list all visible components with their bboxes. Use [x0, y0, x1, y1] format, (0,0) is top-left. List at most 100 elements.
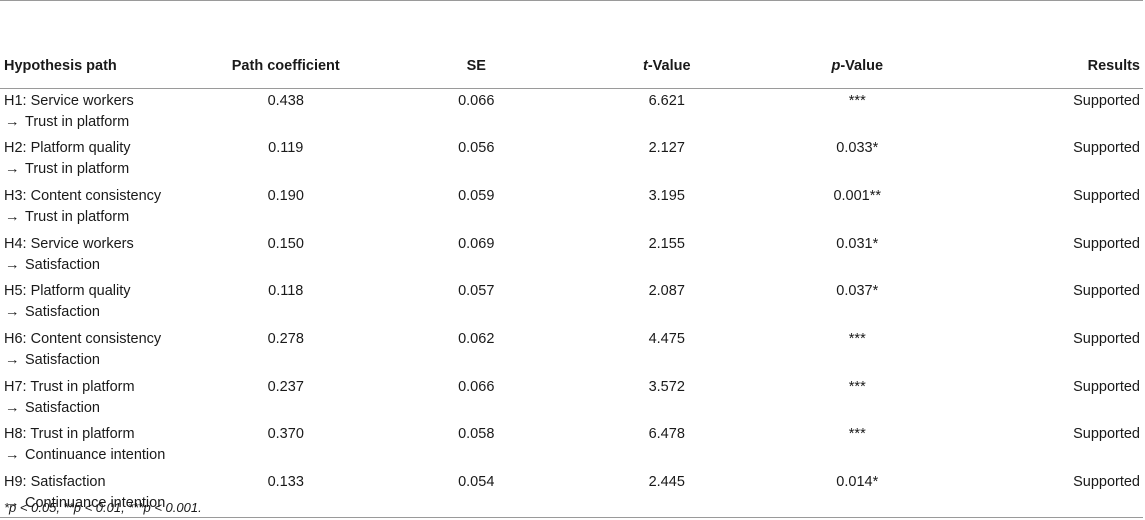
cell-result: Supported: [1073, 426, 1140, 443]
hypothesis-label: H1: Service workers: [4, 93, 134, 109]
cell-t-value: 3.572: [648, 378, 685, 395]
hypothesis-label: H8: Trust in platform: [4, 426, 135, 443]
cell-se: 0.057: [458, 283, 495, 300]
table-row: H7: Trust in platform → Satisfaction 0.237…: [0, 375, 1143, 423]
hypothesis-label: H7: Trust in platform: [4, 378, 135, 395]
arrow-icon: →: [5, 304, 20, 321]
path-target: → Trust in platform: [4, 159, 187, 180]
cell-hypothesis-path: H6: Content consistency → Satisfaction: [0, 327, 191, 375]
table-row: H9: Satisfaction → Continuance intention 0…: [0, 470, 1143, 519]
header-t-italic: t: [642, 58, 648, 75]
cell-hypothesis-path: H5: Platform quality → Satisfaction: [0, 279, 191, 327]
table-row: H6: Content consistency → Satisfaction 0.2…: [0, 327, 1143, 375]
cell-se: 0.062: [458, 330, 495, 347]
cell-t-value: 6.621: [648, 93, 685, 109]
cell-p-value: 0.037*: [836, 283, 879, 300]
hypothesis-label: H2: Platform quality: [4, 140, 131, 157]
path-target: → Trust in platform: [4, 207, 187, 228]
table-header: Hypothesis path Path coefficient SE t-Va…: [0, 0, 1143, 89]
cell-result: Supported: [1073, 187, 1140, 204]
cell-path-coefficient: 0.150: [267, 235, 304, 252]
target-label: Continuance intention: [25, 447, 166, 464]
arrow-icon: →: [5, 495, 20, 511]
target-label: Trust in platform: [25, 114, 130, 130]
path-target: → Continuance intention: [4, 493, 187, 514]
target-label: Satisfaction: [25, 351, 100, 368]
cell-p-value: 0.033*: [836, 140, 879, 157]
cell-path-coefficient: 0.119: [268, 140, 304, 157]
table-footnote: *p < 0.05, **p < 0.01, ***p < 0.001.: [4, 500, 202, 515]
cell-p-value: ***: [848, 378, 866, 395]
header-p-rest: -Value: [840, 58, 884, 75]
path-target: → Satisfaction: [4, 398, 187, 419]
cell-t-value: 2.155: [648, 235, 685, 252]
path-target: → Trust in platform: [4, 112, 187, 133]
cell-p-value: 0.014*: [762, 470, 953, 519]
path-target: → Continuance intention: [4, 445, 187, 466]
cell-hypothesis-path: H3: Content consistency → Trust in platfor…: [0, 184, 191, 232]
hypothesis-label: H9: Satisfaction: [4, 474, 106, 490]
top-rule-cell: [0, 0, 1143, 45]
table-row: H5: Platform quality → Satisfaction 0.118 …: [0, 279, 1143, 327]
table-row: H3: Content consistency → Trust in platfor…: [0, 184, 1143, 232]
cell-result: Supported: [1073, 93, 1140, 109]
cell-path-coefficient: 0.118: [268, 283, 304, 300]
cell-se: 0.066: [458, 93, 495, 109]
header-row: Hypothesis path Path coefficient SE t-Va…: [0, 44, 1143, 89]
cell-result: Supported: [1073, 378, 1140, 395]
header-results: Results: [952, 44, 1143, 89]
cell-t-value: 4.475: [648, 330, 685, 347]
header-se: SE: [381, 44, 572, 89]
cell-se: 0.058: [458, 426, 495, 443]
cell-t-value: 3.195: [648, 187, 685, 204]
cell-hypothesis-path: H4: Service workers → Satisfaction: [0, 232, 191, 280]
cell-p-value: ***: [848, 330, 866, 347]
cell-path-coefficient: 0.278: [267, 330, 304, 347]
target-label: Satisfaction: [25, 256, 100, 273]
cell-hypothesis-path: H1: Service workers → Trust in platform: [0, 89, 191, 137]
path-target: → Satisfaction: [4, 350, 187, 371]
header-hypothesis-path: Hypothesis path: [0, 44, 191, 89]
arrow-icon: →: [5, 399, 20, 416]
arrow-icon: →: [5, 351, 20, 368]
header-path-coefficient: Path coefficient: [190, 44, 381, 89]
cell-t-value: 2.127: [648, 140, 685, 157]
arrow-icon: →: [5, 256, 20, 273]
cell-se: 0.054: [381, 470, 572, 519]
header-t-rest: -Value: [647, 58, 691, 75]
cell-result: Supported: [1073, 140, 1140, 157]
header-t-value: t-Value: [571, 44, 762, 89]
cell-hypothesis-path: H7: Trust in platform → Satisfaction: [0, 375, 191, 423]
path-target: → Satisfaction: [4, 255, 187, 276]
cell-se: 0.066: [458, 378, 495, 395]
table-row: H4: Service workers → Satisfaction 0.150 0…: [0, 232, 1143, 280]
hypothesis-label: H3: Content consistency: [4, 187, 162, 204]
table-row: H2: Platform quality → Trust in platform 0…: [0, 136, 1143, 184]
hypothesis-label: H4: Service workers: [4, 235, 134, 252]
cell-p-value: 0.001**: [833, 187, 882, 204]
cell-p-value: ***: [848, 426, 866, 443]
header-p-value: p-Value: [762, 44, 953, 89]
cell-result: Supported: [952, 470, 1143, 519]
cell-t-value: 2.445: [571, 470, 762, 519]
target-label: Trust in platform: [25, 208, 130, 225]
cell-path-coefficient: 0.237: [267, 378, 304, 395]
cell-path-coefficient: 0.133: [190, 470, 381, 519]
target-label: Satisfaction: [25, 399, 100, 416]
cell-hypothesis-path: H9: Satisfaction → Continuance intention: [0, 470, 191, 519]
table-row: H1: Service workers → Trust in platform 0.…: [0, 89, 1143, 137]
cell-result: Supported: [1073, 283, 1140, 300]
cell-hypothesis-path: H2: Platform quality → Trust in platform: [0, 136, 191, 184]
arrow-icon: →: [5, 114, 20, 130]
table-body: H1: Service workers → Trust in platform 0.…: [0, 89, 1143, 519]
arrow-icon: →: [5, 208, 20, 225]
hypothesis-label: H5: Platform quality: [4, 283, 131, 300]
top-rule: [0, 0, 1143, 45]
cell-hypothesis-path: H8: Trust in platform → Continuance intent…: [0, 422, 191, 470]
header-p-italic: p: [831, 58, 841, 75]
target-label: Continuance intention: [25, 495, 166, 511]
cell-path-coefficient: 0.190: [267, 187, 304, 204]
table-row: H8: Trust in platform → Continuance intent…: [0, 422, 1143, 470]
